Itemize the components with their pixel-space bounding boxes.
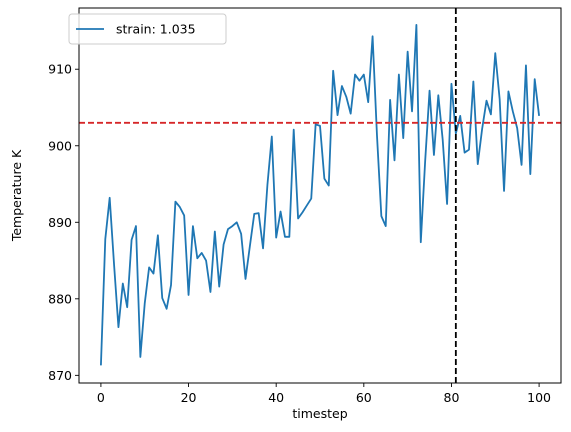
series-layer: [100, 23, 540, 366]
y-tick-label: 880: [48, 291, 72, 306]
y-tick-label: 890: [48, 215, 72, 230]
axes-frame: [78, 7, 562, 384]
x-tick-label: 40: [268, 390, 284, 405]
x-axis-ticks: 0 20 40 60 80 100: [97, 383, 551, 405]
y-axis-label: Temperature K: [9, 149, 24, 242]
legend-label: strain: 1.035: [116, 22, 196, 37]
y-tick-label: 910: [48, 62, 72, 77]
x-tick-label: 20: [181, 390, 197, 405]
x-tick-label: 100: [527, 390, 551, 405]
series-line-0: [100, 23, 540, 366]
x-tick-label: 80: [444, 390, 460, 405]
legend-box: [68, 13, 227, 45]
x-tick-label: 0: [97, 390, 105, 405]
x-tick-label: 60: [356, 390, 372, 405]
y-tick-label: 900: [48, 138, 72, 153]
y-tick-label: 870: [48, 368, 72, 383]
x-axis-label: timestep: [292, 406, 347, 421]
y-axis-ticks: 870 880 890 900 910: [48, 62, 79, 383]
reference-lines: [79, 8, 561, 383]
legend: strain: 1.035: [68, 13, 227, 45]
